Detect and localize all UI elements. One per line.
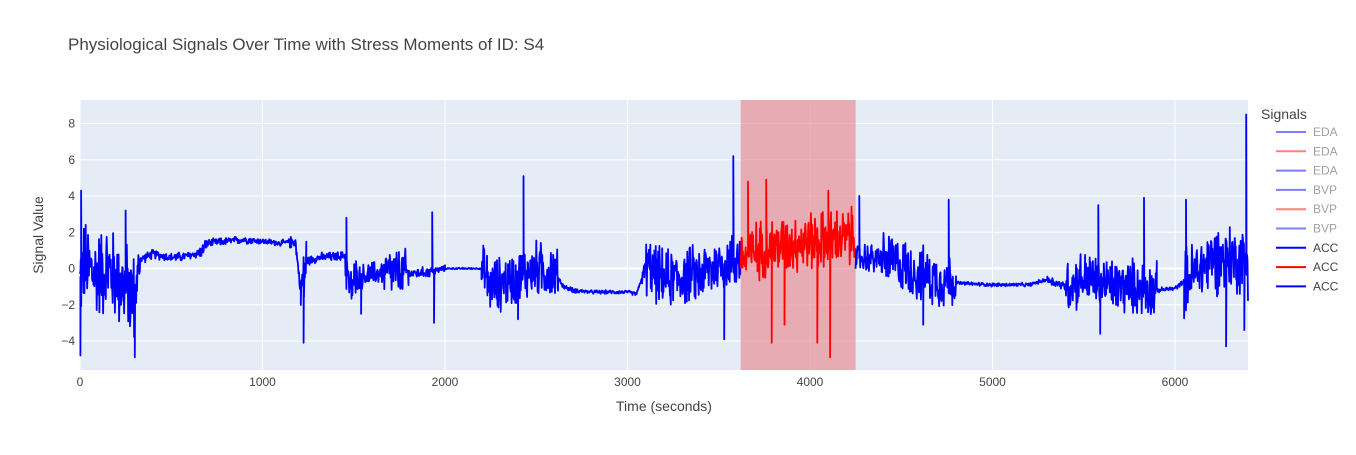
- legend-label: BVP: [1313, 222, 1337, 236]
- x-tick-label: 2000: [432, 375, 459, 389]
- legend-item-acc[interactable]: ACC: [1276, 279, 1339, 293]
- legend-label: ACC: [1313, 260, 1339, 274]
- x-tick-label: 0: [77, 375, 84, 389]
- legend-item-eda[interactable]: EDA: [1276, 125, 1338, 139]
- legend-label: EDA: [1313, 144, 1338, 158]
- legend-label: EDA: [1313, 164, 1338, 178]
- y-axis-ticks: −4 −2 0 2 4 6 8: [61, 117, 75, 348]
- legend-item-bvp[interactable]: BVP: [1276, 222, 1337, 236]
- x-axis-label: Time (seconds): [616, 398, 712, 414]
- x-tick-label: 3000: [614, 375, 641, 389]
- x-axis-ticks: 0 1000 2000 3000 4000 5000 6000: [77, 375, 1189, 389]
- legend-label: BVP: [1313, 183, 1337, 197]
- x-tick-label: 5000: [979, 375, 1006, 389]
- legend-label: ACC: [1313, 241, 1339, 255]
- y-tick-label: 0: [68, 262, 75, 276]
- series-line-0: [79, 155, 742, 359]
- legend-item-eda[interactable]: EDA: [1276, 164, 1338, 178]
- legend-item-eda[interactable]: EDA: [1276, 144, 1338, 158]
- legend-label: ACC: [1313, 279, 1339, 293]
- y-tick-label: 8: [68, 117, 75, 131]
- y-tick-label: 4: [68, 189, 75, 203]
- series-group: [79, 113, 1249, 359]
- y-tick-label: 2: [68, 225, 75, 239]
- y-tick-label: −4: [61, 334, 75, 348]
- legend-label: EDA: [1313, 125, 1338, 139]
- legend-item-acc[interactable]: ACC: [1276, 260, 1339, 274]
- x-tick-label: 1000: [249, 375, 276, 389]
- y-tick-label: 6: [68, 153, 75, 167]
- legend[interactable]: Signals EDA EDA EDA BVP BVP BVP ACC ACC ACC: [1261, 106, 1339, 293]
- legend-title: Signals: [1261, 106, 1307, 122]
- chart-title: Physiological Signals Over Time with Str…: [68, 35, 544, 54]
- series-line-2: [854, 113, 1249, 348]
- y-tick-label: −2: [61, 298, 75, 312]
- x-tick-label: 6000: [1162, 375, 1189, 389]
- legend-item-bvp[interactable]: BVP: [1276, 202, 1337, 216]
- y-axis-label: Signal Value: [30, 196, 46, 274]
- grid-lines: [79, 100, 1248, 370]
- plot-area: [80, 100, 1248, 370]
- legend-item-acc[interactable]: ACC: [1276, 241, 1339, 255]
- legend-item-bvp[interactable]: BVP: [1276, 183, 1337, 197]
- legend-label: BVP: [1313, 202, 1337, 216]
- series-line-1: [739, 178, 857, 359]
- x-tick-label: 4000: [797, 375, 824, 389]
